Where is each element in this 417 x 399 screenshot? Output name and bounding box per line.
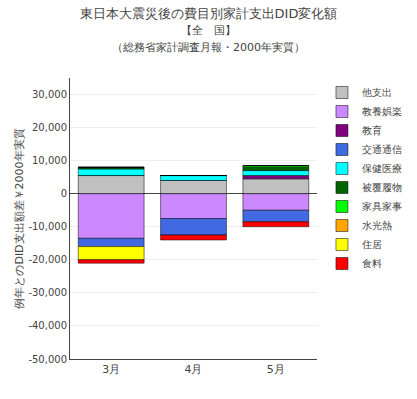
svg-text:交通通信: 交通通信 xyxy=(362,144,402,155)
svg-text:5月: 5月 xyxy=(267,363,285,376)
svg-text:水光熱: 水光熱 xyxy=(362,220,392,231)
svg-text:保健医療: 保健医療 xyxy=(362,163,402,174)
svg-text:教養娯楽: 教養娯楽 xyxy=(362,106,402,117)
svg-text:3月: 3月 xyxy=(102,363,120,376)
svg-text:0: 0 xyxy=(61,188,67,199)
svg-text:食料: 食料 xyxy=(362,258,382,269)
svg-text:教育: 教育 xyxy=(362,125,382,136)
svg-text:30,000: 30,000 xyxy=(32,89,67,100)
svg-text:-10,000: -10,000 xyxy=(28,221,67,232)
svg-text:例年とのDID支出額差￥2000年実質: 例年とのDID支出額差￥2000年実質 xyxy=(13,128,26,308)
svg-text:4月: 4月 xyxy=(185,363,203,376)
svg-text:-40,000: -40,000 xyxy=(28,320,67,331)
svg-text:20,000: 20,000 xyxy=(32,122,67,133)
svg-text:住居: 住居 xyxy=(362,239,382,250)
svg-text:-50,000: -50,000 xyxy=(28,354,67,365)
svg-text:家具家事: 家具家事 xyxy=(362,201,402,212)
svg-text:他支出: 他支出 xyxy=(362,87,392,98)
svg-text:被覆履物: 被覆履物 xyxy=(362,182,402,193)
svg-text:-20,000: -20,000 xyxy=(28,254,67,265)
svg-text:10,000: 10,000 xyxy=(32,155,67,166)
svg-text:東日本大震災後の費目別家計支出DID変化額【全 国】（総務省: 東日本大震災後の費目別家計支出DID変化額【全 国】（総務省家計調査月報・200… xyxy=(80,6,338,55)
svg-text:-30,000: -30,000 xyxy=(28,287,67,298)
